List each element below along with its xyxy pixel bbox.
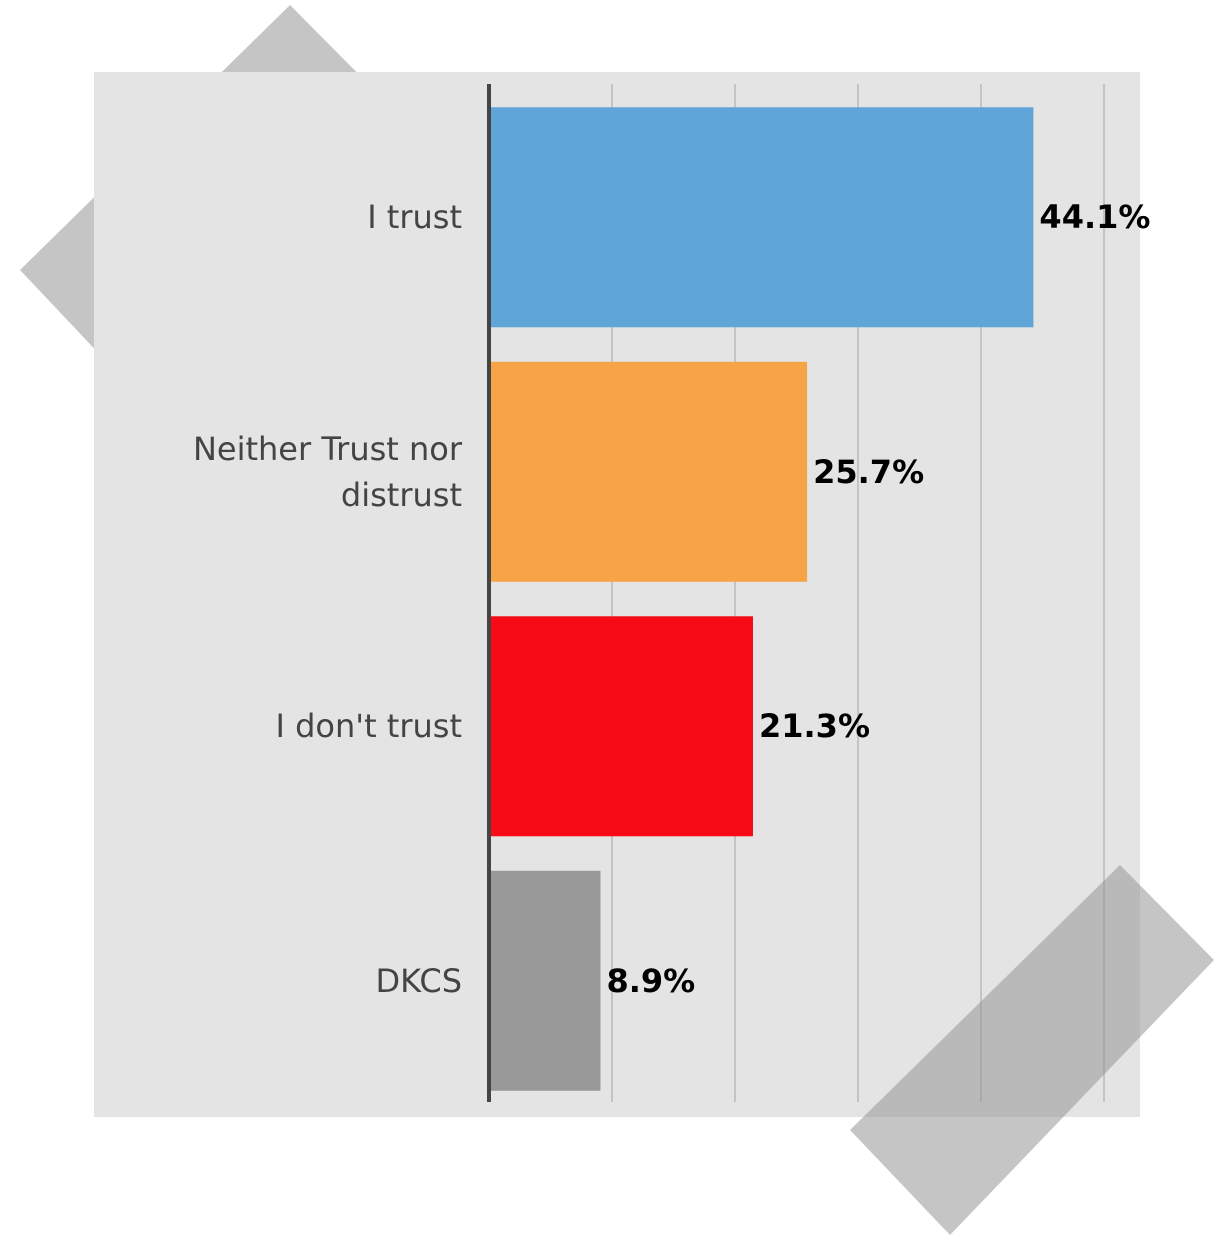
y-tick-label: I trust [367,198,462,237]
y-tick-label: Neither Trust nor distrust [192,429,462,514]
value-label: 8.9% [606,961,696,1000]
value-label: 44.1% [1039,198,1151,237]
bar [491,361,808,582]
bar [491,870,601,1091]
tape [850,865,1214,1235]
bar [491,107,1034,328]
value-label: 25.7% [813,452,925,491]
y-tick-label: I don't trust [275,707,463,746]
bar [491,616,753,837]
value-label: 21.3% [758,707,870,746]
y-tick-label: DKCS [375,961,462,1000]
